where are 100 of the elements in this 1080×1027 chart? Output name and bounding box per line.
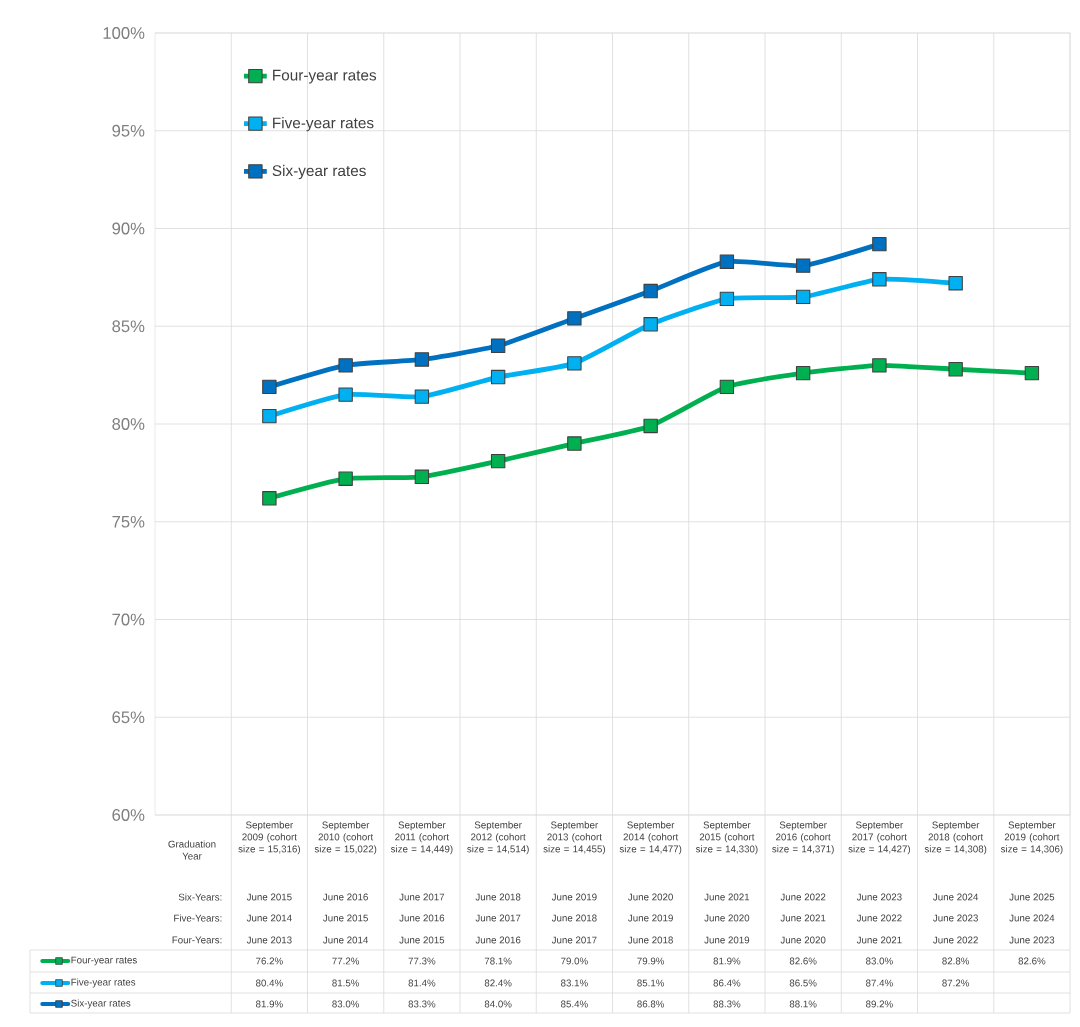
- y-tick-label: 60%: [112, 809, 145, 821]
- data-label: 87.2%: [942, 979, 970, 987]
- point: [490, 453, 506, 469]
- point: [567, 311, 582, 326]
- data-label: 81.9%: [256, 1000, 283, 1008]
- text: June 2019: [704, 936, 750, 944]
- point: [795, 258, 811, 273]
- data-label: 82.6%: [789, 957, 817, 965]
- data-label: 88.1%: [789, 1000, 817, 1008]
- text: June 2016: [475, 936, 521, 944]
- x-tick-label: September 2011 (cohort size = 14,449): [390, 821, 453, 855]
- text: Six-Years:: [178, 893, 222, 901]
- y-tick-label: 100%: [103, 27, 145, 39]
- text: June 2022: [780, 893, 826, 901]
- text: Five-year rates: [71, 978, 136, 988]
- point: [872, 272, 887, 287]
- y-tick-label: 80%: [112, 418, 145, 430]
- text: June 2015: [323, 914, 368, 922]
- data-label: 81.9%: [713, 957, 741, 965]
- text: June 2018: [475, 893, 521, 901]
- text: June 2020: [628, 893, 673, 901]
- legend-label: Five-year rates: [273, 117, 374, 132]
- point: [490, 369, 506, 385]
- x-tick-label: September 2015 (cohort size = 14,330): [695, 821, 758, 855]
- y-tick-label: 85%: [112, 320, 145, 333]
- point: [719, 291, 735, 307]
- data-label: 84.0%: [484, 1000, 512, 1008]
- point: [872, 358, 887, 373]
- data-label: 83.1%: [561, 979, 588, 987]
- data-label: 86.4%: [713, 979, 741, 987]
- x-tick-label: September 2012 (cohort size = 14,514): [467, 821, 529, 855]
- legend-label: Four-year rates: [273, 69, 377, 84]
- point: [338, 358, 353, 373]
- text: June 2017: [475, 914, 521, 922]
- text: June 2013: [246, 936, 292, 944]
- point: [414, 389, 430, 404]
- x-tick-label: September 2017 (cohort size = 14,427): [848, 821, 911, 855]
- text: Five-Years:: [174, 914, 222, 922]
- data-label: 78.1%: [484, 957, 512, 965]
- data-label: 77.3%: [408, 957, 436, 965]
- text: June 2022: [856, 914, 902, 922]
- data-label: 86.8%: [637, 1000, 665, 1008]
- data-label: 76.2%: [256, 957, 283, 965]
- text: June 2023: [933, 914, 978, 922]
- text: June 2017: [551, 936, 597, 944]
- text: June 2022: [933, 936, 978, 944]
- y-tick-label: 75%: [112, 515, 145, 528]
- text: June 2021: [856, 936, 902, 944]
- legend-label: Six-year rates: [272, 164, 366, 180]
- data-label: 89.2%: [866, 1000, 893, 1008]
- text: June 2019: [551, 893, 597, 901]
- data-label: 85.1%: [637, 979, 665, 987]
- data-label: 83.0%: [866, 957, 893, 965]
- x-tick-label: September 2010 (cohort size = 15,022): [314, 821, 377, 855]
- point: [872, 236, 887, 252]
- x-tick-label: September 2013 (cohort size = 14,455): [543, 821, 606, 855]
- point: [414, 352, 430, 367]
- text: June 2025: [1009, 893, 1055, 901]
- point: [262, 491, 277, 506]
- point: [414, 469, 430, 484]
- x-tick-label: September 2014 (cohort size = 14,477): [619, 821, 682, 855]
- data-label: 77.2%: [332, 957, 360, 965]
- text: June 2020: [704, 914, 750, 922]
- text: June 2016: [323, 893, 368, 901]
- text: June 2018: [628, 936, 673, 944]
- point: [643, 283, 658, 299]
- text: June 2017: [399, 893, 445, 901]
- data-label: 85.4%: [561, 1000, 588, 1008]
- point: [567, 436, 582, 451]
- y-tick-label: 70%: [112, 613, 145, 626]
- x-tick-label: September 2016 (cohort size = 14,371): [772, 821, 834, 855]
- text: June 2014: [246, 914, 292, 922]
- text: Six-year rates: [71, 999, 131, 1009]
- data-label: 88.3%: [713, 1000, 741, 1008]
- text: Four-Years:: [172, 936, 222, 944]
- text: June 2015: [399, 936, 445, 944]
- data-label: 83.0%: [332, 1000, 360, 1008]
- point: [262, 408, 277, 424]
- point: [490, 338, 506, 353]
- data-label: 81.4%: [408, 979, 436, 987]
- x-tick-label: September 2018 (cohort size = 14,308): [924, 821, 987, 855]
- text: June 2023: [1009, 936, 1055, 944]
- text: June 2014: [323, 936, 369, 944]
- data-label: 79.0%: [561, 957, 588, 965]
- text: June 2021: [704, 893, 750, 901]
- point: [948, 362, 963, 377]
- text: June 2019: [628, 914, 673, 922]
- point: [643, 418, 658, 434]
- text: June 2021: [780, 914, 826, 922]
- text: Four-year rates: [71, 956, 137, 966]
- text: June 2020: [780, 936, 826, 944]
- point: [338, 471, 353, 486]
- point: [567, 356, 582, 371]
- text: June 2016: [399, 914, 445, 922]
- point: [719, 379, 735, 395]
- x-tick-label: September 2009 (cohort size = 15,316): [238, 821, 300, 855]
- data-label: 80.4%: [256, 979, 283, 987]
- point: [948, 276, 963, 291]
- data-label: 79.9%: [637, 957, 665, 965]
- point: [795, 289, 811, 305]
